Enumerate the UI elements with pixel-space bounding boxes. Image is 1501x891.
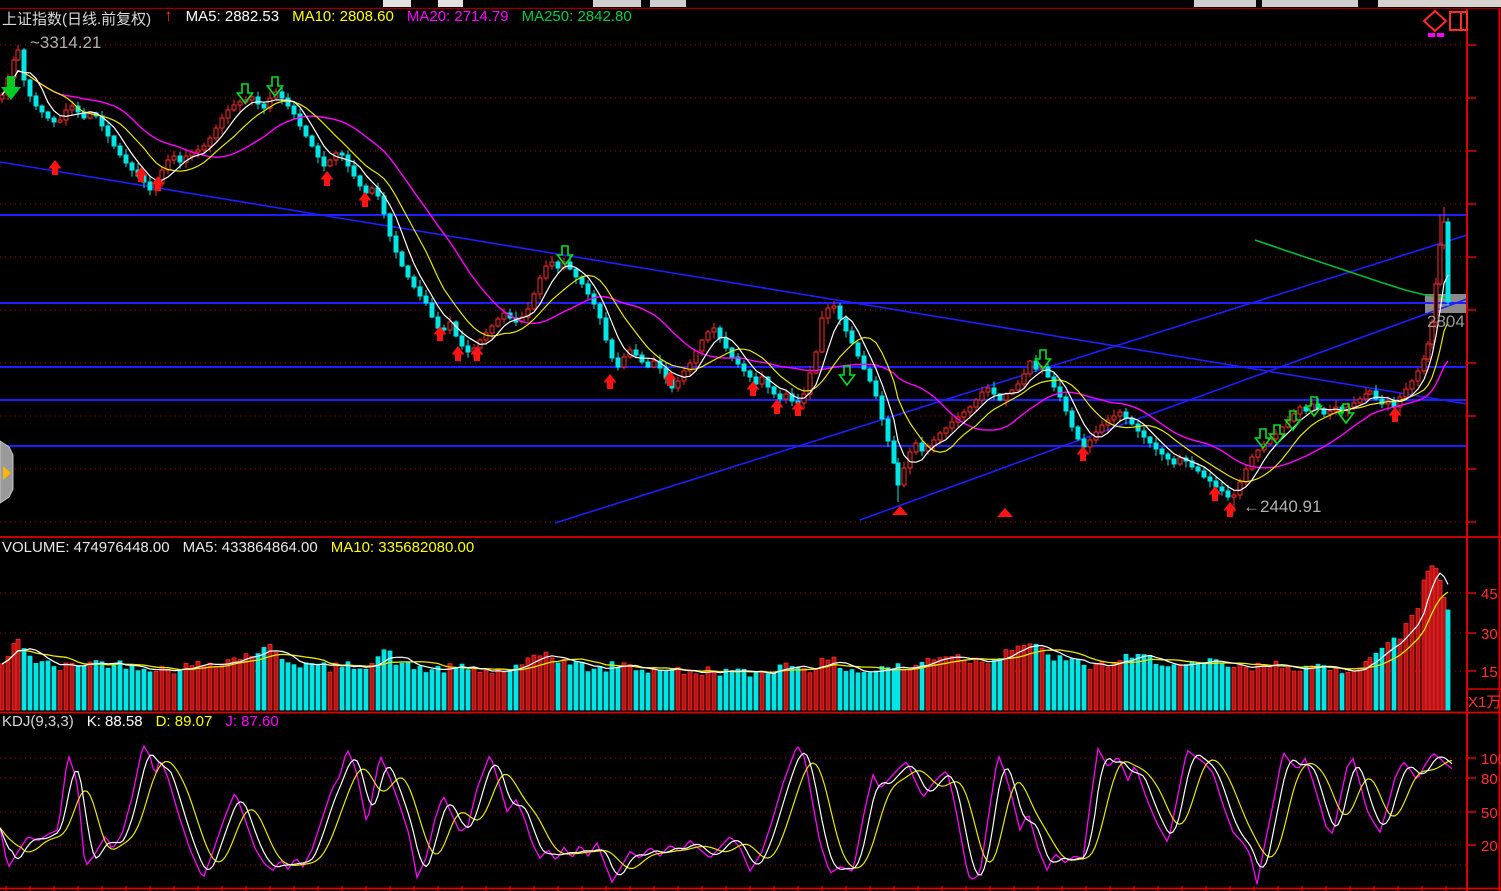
buy-signal-arrow-icon [151, 176, 165, 191]
toolbar-fragment [650, 0, 686, 7]
buy-signal-arrow-icon [134, 167, 148, 182]
axis-label: 15 [1481, 664, 1498, 681]
sell-signal-arrow-icon [1336, 403, 1356, 425]
kdj-header: KDJ(9,3,3) K: 88.58 D: 89.07 J: 87.60 [2, 713, 279, 730]
toolbar-fragment [1262, 0, 1358, 7]
buy-signal-arrow-icon [1208, 486, 1222, 501]
chart-tool-icons [1422, 9, 1468, 37]
buy-signal-arrow-icon [320, 171, 334, 186]
buy-signal-arrow-icon [1076, 446, 1090, 461]
volume-value: VOLUME: 474976448.00 [2, 539, 170, 556]
axis-label: 50 [1481, 805, 1498, 822]
volume-bars [0, 565, 1451, 711]
toolbar-fragment [438, 0, 463, 7]
kdj-j-value: J: 87.60 [225, 713, 279, 730]
ma20-value: MA20: 2714.79 [406, 8, 509, 25]
sell-signal-arrow-icon [235, 83, 255, 105]
buy-signal-arrow-icon [358, 192, 372, 207]
toolbar-fragment [1194, 0, 1256, 7]
buy-marker-triangle-icon [997, 508, 1013, 517]
volume-ma5-value: MA5: 433864864.00 [182, 539, 318, 556]
volume-header: VOLUME: 474976448.00 MA5: 433864864.00 M… [2, 539, 474, 556]
sell-signal-arrow-icon [1283, 410, 1303, 432]
ma250-line [1254, 239, 1449, 299]
sell-signal-arrow-icon [1304, 396, 1324, 418]
sell-signal-arrow-icon [1253, 428, 1273, 450]
toolbar-fragment [1378, 0, 1501, 7]
trend-up-arrow-icon: ↑ [164, 6, 173, 25]
buy-signal-arrow-icon [48, 160, 62, 175]
buy-signal-arrow-icon [663, 371, 677, 386]
buy-signal-arrow-icon [770, 399, 784, 414]
toolbar-fragment [383, 0, 411, 7]
diamond-icon[interactable] [1422, 9, 1448, 33]
axis-label: 30 [1481, 626, 1498, 643]
kdj-d-value: D: 89.07 [155, 713, 213, 730]
buy-signal-arrow-icon [603, 374, 617, 389]
window-icon[interactable] [1449, 11, 1468, 31]
sell-signal-arrow-icon [1033, 349, 1053, 371]
symbol-title: 上证指数(日线.前复权) [2, 11, 152, 28]
kdj-lines [0, 744, 1453, 885]
low-price-annotation: ←2440.91 [1243, 497, 1322, 516]
sell-signal-arrow-icon [1267, 424, 1287, 446]
axis-label: 80 [1481, 771, 1498, 788]
buy-marker-triangle-icon [892, 506, 908, 515]
buy-signal-arrow-icon [1388, 407, 1402, 422]
high-price-annotation: ~3314.21 [30, 33, 102, 52]
buy-signal-arrow-icon [451, 346, 465, 361]
axis-label: X1万 [1468, 694, 1501, 711]
sell-signal-solid-arrow-icon [1, 76, 21, 100]
buy-signal-arrow-icon [1223, 502, 1237, 517]
sidebar-handle [0, 440, 14, 504]
buy-signal-arrow-icon [433, 326, 447, 341]
axis-label: 45 [1481, 586, 1498, 603]
ma5-value: MA5: 2882.53 [185, 8, 280, 25]
sell-signal-arrow-icon [265, 76, 285, 98]
sell-signal-arrow-icon [837, 365, 857, 387]
trend-lines [0, 161, 1467, 524]
panel-frame [0, 7, 1501, 891]
kdj-params: KDJ(9,3,3) [2, 713, 74, 730]
axis-label: 20 [1481, 838, 1498, 855]
candles [0, 45, 1451, 512]
axis-label: 100 [1481, 751, 1501, 768]
expand-handle-arrow-icon[interactable] [3, 466, 11, 480]
volume-ma-lines [1, 572, 1449, 675]
buy-signal-arrow-icon [470, 346, 484, 361]
ma250-value: MA250: 2842.80 [521, 8, 632, 25]
gridlines [0, 44, 1467, 866]
volume-ma10-value: MA10: 335682080.00 [330, 539, 475, 556]
sell-signal-arrow-icon [555, 245, 575, 267]
last-price-tag: 2804 [1427, 312, 1465, 331]
buy-signal-arrow-icon [791, 401, 805, 416]
ma-lines [1, 69, 1449, 492]
buy-signal-arrow-icon [746, 381, 760, 396]
toolbar-fragment [593, 0, 641, 7]
ma10-value: MA10: 2808.60 [292, 8, 394, 25]
kdj-k-value: K: 88.58 [86, 713, 143, 730]
signal-arrows [1, 76, 1402, 517]
main-chart-header: 上证指数(日线.前复权) ↑ MA5: 2882.53 MA10: 2808.6… [2, 6, 632, 29]
